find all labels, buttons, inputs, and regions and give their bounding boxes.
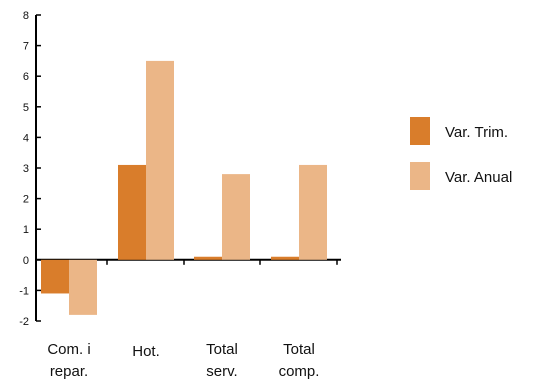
chart-legend: Var. Trim. Var. Anual bbox=[410, 117, 512, 190]
y-tick-label: 4 bbox=[23, 132, 29, 144]
bar-var-trim-3 bbox=[194, 256, 222, 260]
x-category-label: Total serv. bbox=[206, 341, 238, 380]
y-tick-label: -2 bbox=[19, 316, 29, 328]
y-tick-label: 5 bbox=[23, 102, 29, 114]
y-tick-label: 1 bbox=[23, 224, 29, 236]
legend-swatch bbox=[410, 162, 430, 190]
bar-var-anual-4 bbox=[299, 164, 327, 260]
x-category-labels: Com. i repar. Hot. Total serv. Total comp. bbox=[47, 341, 319, 380]
legend-label: Var. Anual bbox=[445, 169, 512, 186]
bar-var-trim-4 bbox=[271, 256, 299, 260]
x-category-label: Total comp. bbox=[279, 341, 320, 380]
bar-var-anual-1 bbox=[69, 259, 97, 315]
y-tick-label: 6 bbox=[23, 71, 29, 83]
bar-var-anual-2 bbox=[146, 60, 174, 260]
y-tick-label: 0 bbox=[23, 255, 29, 267]
legend-swatch bbox=[410, 117, 430, 145]
bar-var-trim-1 bbox=[41, 259, 69, 294]
y-tick-label: 2 bbox=[23, 194, 29, 206]
bar-var-trim-2 bbox=[118, 164, 146, 260]
x-category-label: Hot. bbox=[132, 343, 160, 360]
y-tick-label: 8 bbox=[23, 10, 29, 22]
x-category-label: Com. i repar. bbox=[47, 341, 90, 380]
y-tick-labels: -2 -1 0 1 2 3 4 5 6 7 8 bbox=[19, 10, 29, 328]
y-tick-label: -1 bbox=[19, 285, 29, 297]
y-tick-label: 3 bbox=[23, 163, 29, 175]
bar-var-anual-3 bbox=[222, 174, 250, 260]
legend-label: Var. Trim. bbox=[445, 124, 508, 141]
chart-bars bbox=[41, 60, 327, 315]
y-tick-label: 7 bbox=[23, 41, 29, 53]
